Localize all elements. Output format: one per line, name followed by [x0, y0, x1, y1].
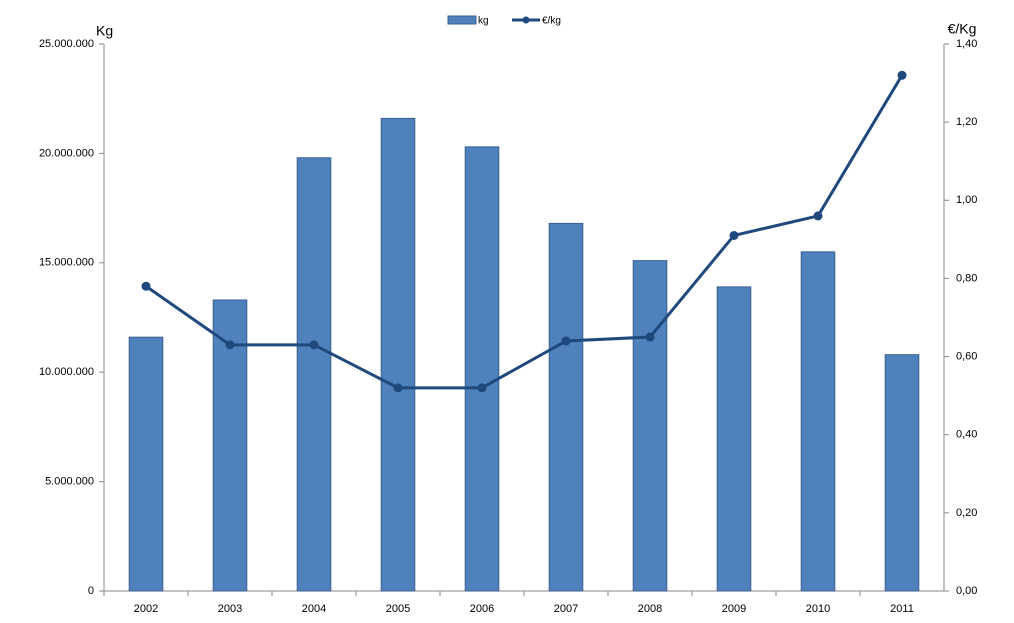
- line-marker: [729, 230, 739, 240]
- bar: [800, 251, 836, 592]
- x-tick-label: 2004: [302, 603, 326, 615]
- y2-tick-label: 0,60: [956, 350, 977, 362]
- line-marker: [813, 211, 823, 221]
- bar: [716, 286, 752, 592]
- x-tick-label: 2005: [386, 603, 410, 615]
- legend-swatch: [447, 15, 477, 25]
- y2-tick-label: 1,40: [956, 38, 977, 50]
- x-tick-label: 2009: [722, 603, 746, 615]
- x-tick-label: 2007: [554, 603, 578, 615]
- y2-tick-label: 1,00: [956, 194, 977, 206]
- x-tick-label: 2010: [806, 603, 830, 615]
- line-marker: [897, 70, 907, 80]
- x-tick-label: 2011: [890, 603, 914, 615]
- bar: [380, 117, 416, 592]
- y2-axis-title: €/Kg: [948, 21, 977, 37]
- y-tick-label: 25.000.000: [39, 38, 94, 50]
- y-axis-title: Kg: [96, 23, 113, 39]
- y2-tick-label: 0,00: [956, 585, 977, 597]
- x-tick-label: 2006: [470, 603, 494, 615]
- bar: [548, 222, 584, 592]
- legend-swatch: [522, 16, 530, 24]
- bar: [296, 157, 332, 592]
- y-tick-label: 15.000.000: [39, 257, 94, 269]
- x-tick-label: 2002: [134, 603, 158, 615]
- x-tick-label: 2003: [218, 603, 242, 615]
- legend-label: €/kg: [542, 16, 561, 27]
- y2-tick-label: 0,40: [956, 429, 977, 441]
- y-tick-label: 20.000.000: [39, 147, 94, 159]
- line: [145, 74, 904, 390]
- line-marker: [561, 336, 571, 346]
- bar: [884, 354, 920, 592]
- line-marker: [477, 383, 487, 393]
- line-marker: [645, 332, 655, 342]
- line-marker: [393, 383, 403, 393]
- y2-tick-label: 1,20: [956, 116, 977, 128]
- line-marker: [225, 340, 235, 350]
- bar: [128, 336, 164, 592]
- line-marker: [309, 340, 319, 350]
- y-tick-label: 5.000.000: [45, 476, 94, 488]
- x-tick-label: 2008: [638, 603, 662, 615]
- y-tick-label: 0: [88, 585, 94, 597]
- y-tick-label: 10.000.000: [39, 366, 94, 378]
- line-marker: [141, 281, 151, 291]
- bar: [464, 146, 500, 592]
- y2-tick-label: 0,20: [956, 507, 977, 519]
- legend-label: kg: [478, 16, 489, 27]
- y2-tick-label: 0,80: [956, 272, 977, 284]
- bar: [632, 260, 668, 592]
